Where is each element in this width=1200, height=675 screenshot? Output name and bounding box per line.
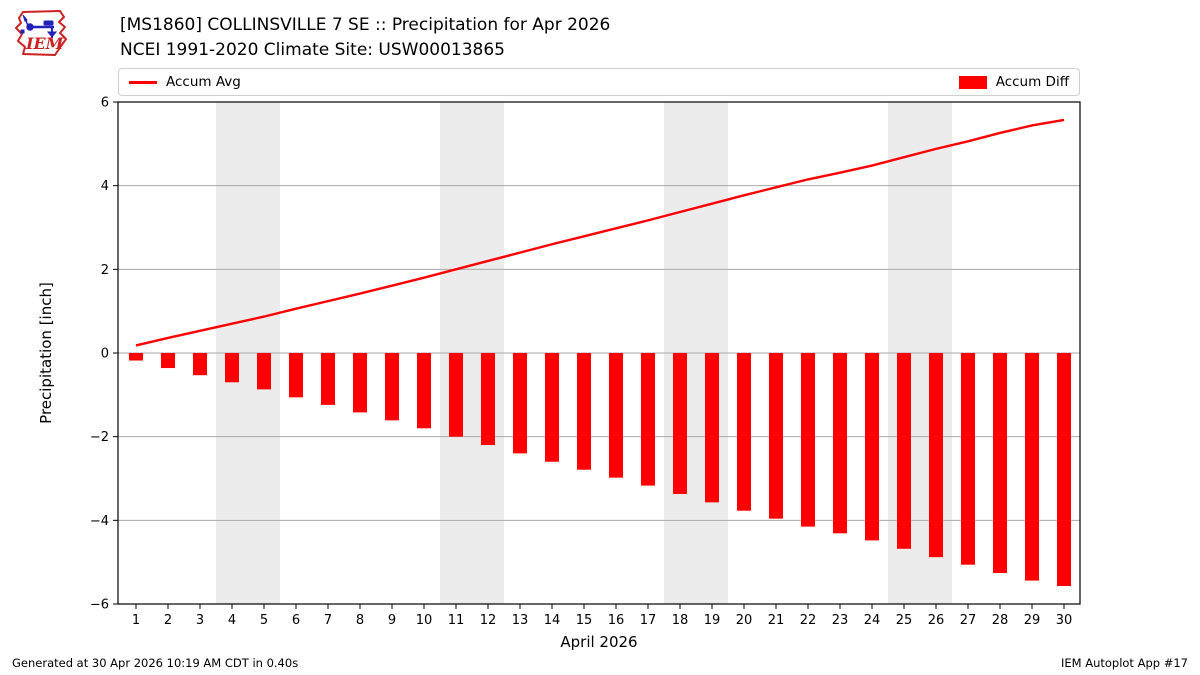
- y-tick-label: 2: [101, 263, 109, 278]
- x-tick-label: 25: [896, 613, 913, 628]
- app-credit: IEM Autoplot App #17: [1060, 656, 1188, 670]
- x-tick-label: 18: [672, 613, 689, 628]
- x-tick-label: 13: [512, 613, 529, 628]
- generated-timestamp: Generated at 30 Apr 2026 10:19 AM CDT in…: [12, 656, 299, 670]
- x-tick-label: 8: [356, 613, 364, 628]
- x-tick-label: 22: [800, 613, 817, 628]
- accum-diff-bar: [673, 353, 687, 494]
- accum-diff-bar: [993, 353, 1007, 574]
- x-tick-label: 21: [768, 613, 785, 628]
- legend-item-accum-avg: Accum Avg: [129, 74, 241, 90]
- accum-diff-bar: [161, 353, 175, 369]
- chart-title: [MS1860] COLLINSVILLE 7 SE :: Precipitat…: [120, 15, 611, 35]
- accum-diff-bar: [769, 353, 783, 519]
- accum-diff-bar: [385, 353, 399, 421]
- accum-diff-bar: [609, 353, 623, 478]
- accum-diff-bar: [449, 353, 463, 437]
- x-tick-label: 27: [960, 613, 977, 628]
- accum-diff-bar: [545, 353, 559, 462]
- x-tick-label: 28: [992, 613, 1009, 628]
- x-tick-label: 15: [576, 613, 593, 628]
- x-tick-label: 10: [416, 613, 433, 628]
- accum-avg-label: Accum Avg: [166, 74, 241, 90]
- accum-diff-bar: [289, 353, 303, 398]
- x-tick-label: 12: [480, 613, 497, 628]
- x-tick-label: 1: [132, 613, 140, 628]
- x-tick-label: 17: [640, 613, 657, 628]
- chart-subtitle: NCEI 1991-2020 Climate Site: USW00013865: [120, 40, 505, 60]
- x-tick-label: 20: [736, 613, 753, 628]
- x-tick-label: 30: [1056, 613, 1073, 628]
- x-tick-label: 23: [832, 613, 849, 628]
- x-tick-label: 9: [388, 613, 396, 628]
- y-axis-title: Precipitation [inch]: [37, 282, 55, 424]
- accum-diff-bar: [737, 353, 751, 511]
- accum-diff-bar: [833, 353, 847, 534]
- accum-diff-bar: [193, 353, 207, 376]
- x-axis-title: April 2026: [560, 633, 638, 651]
- accum-avg-line-swatch: [129, 80, 157, 84]
- accum-diff-bar: [513, 353, 527, 454]
- x-tick-label: 16: [608, 613, 625, 628]
- accum-diff-swatch: [958, 75, 987, 89]
- accum-diff-bar: [417, 353, 431, 429]
- legend-item-accum-diff: Accum Diff: [958, 74, 1069, 90]
- x-tick-label: 4: [228, 613, 236, 628]
- x-tick-label: 5: [260, 613, 268, 628]
- x-tick-label: 2: [164, 613, 172, 628]
- accum-diff-bar: [257, 353, 271, 390]
- iem-logo: IEM: [15, 10, 67, 56]
- accum-diff-bar: [897, 353, 911, 549]
- x-tick-label: 26: [928, 613, 945, 628]
- accum-diff-bar: [577, 353, 591, 470]
- x-tick-label: 14: [544, 613, 561, 628]
- x-tick-label: 6: [292, 613, 300, 628]
- x-tick-label: 19: [704, 613, 721, 628]
- x-tick-label: 7: [324, 613, 332, 628]
- title-block: [MS1860] COLLINSVILLE 7 SE :: Precipitat…: [120, 13, 610, 63]
- accum-diff-bar: [641, 353, 655, 486]
- y-tick-label: 6: [101, 96, 109, 111]
- x-tick-label: 11: [448, 613, 465, 628]
- accum-diff-bar: [929, 353, 943, 558]
- y-tick-label: −4: [90, 514, 109, 529]
- weather-vane-icon: [20, 14, 58, 38]
- accum-diff-bar: [129, 353, 143, 361]
- accum-diff-bar: [865, 353, 879, 541]
- y-tick-label: −6: [90, 598, 109, 613]
- y-tick-label: 4: [101, 179, 109, 194]
- accum-diff-bar: [321, 353, 335, 405]
- accum-diff-bar: [353, 353, 367, 413]
- y-tick-label: 0: [101, 347, 109, 362]
- x-tick-label: 24: [864, 613, 881, 628]
- accum-diff-bar: [1057, 353, 1071, 587]
- accum-diff-label: Accum Diff: [995, 74, 1069, 90]
- accum-diff-bar: [961, 353, 975, 565]
- y-tick-label: −2: [90, 430, 109, 445]
- accum-diff-bar: [481, 353, 495, 446]
- accum-diff-bar: [801, 353, 815, 527]
- x-tick-label: 29: [1024, 613, 1041, 628]
- accum-diff-bar: [705, 353, 719, 503]
- accum-diff-bar: [1025, 353, 1039, 581]
- legend: Accum Avg Accum Diff: [118, 68, 1080, 96]
- accum-avg-line: [135, 118, 1065, 347]
- accum-diff-bar: [225, 353, 239, 383]
- x-tick-label: 3: [196, 613, 204, 628]
- logo-text: IEM: [25, 34, 65, 53]
